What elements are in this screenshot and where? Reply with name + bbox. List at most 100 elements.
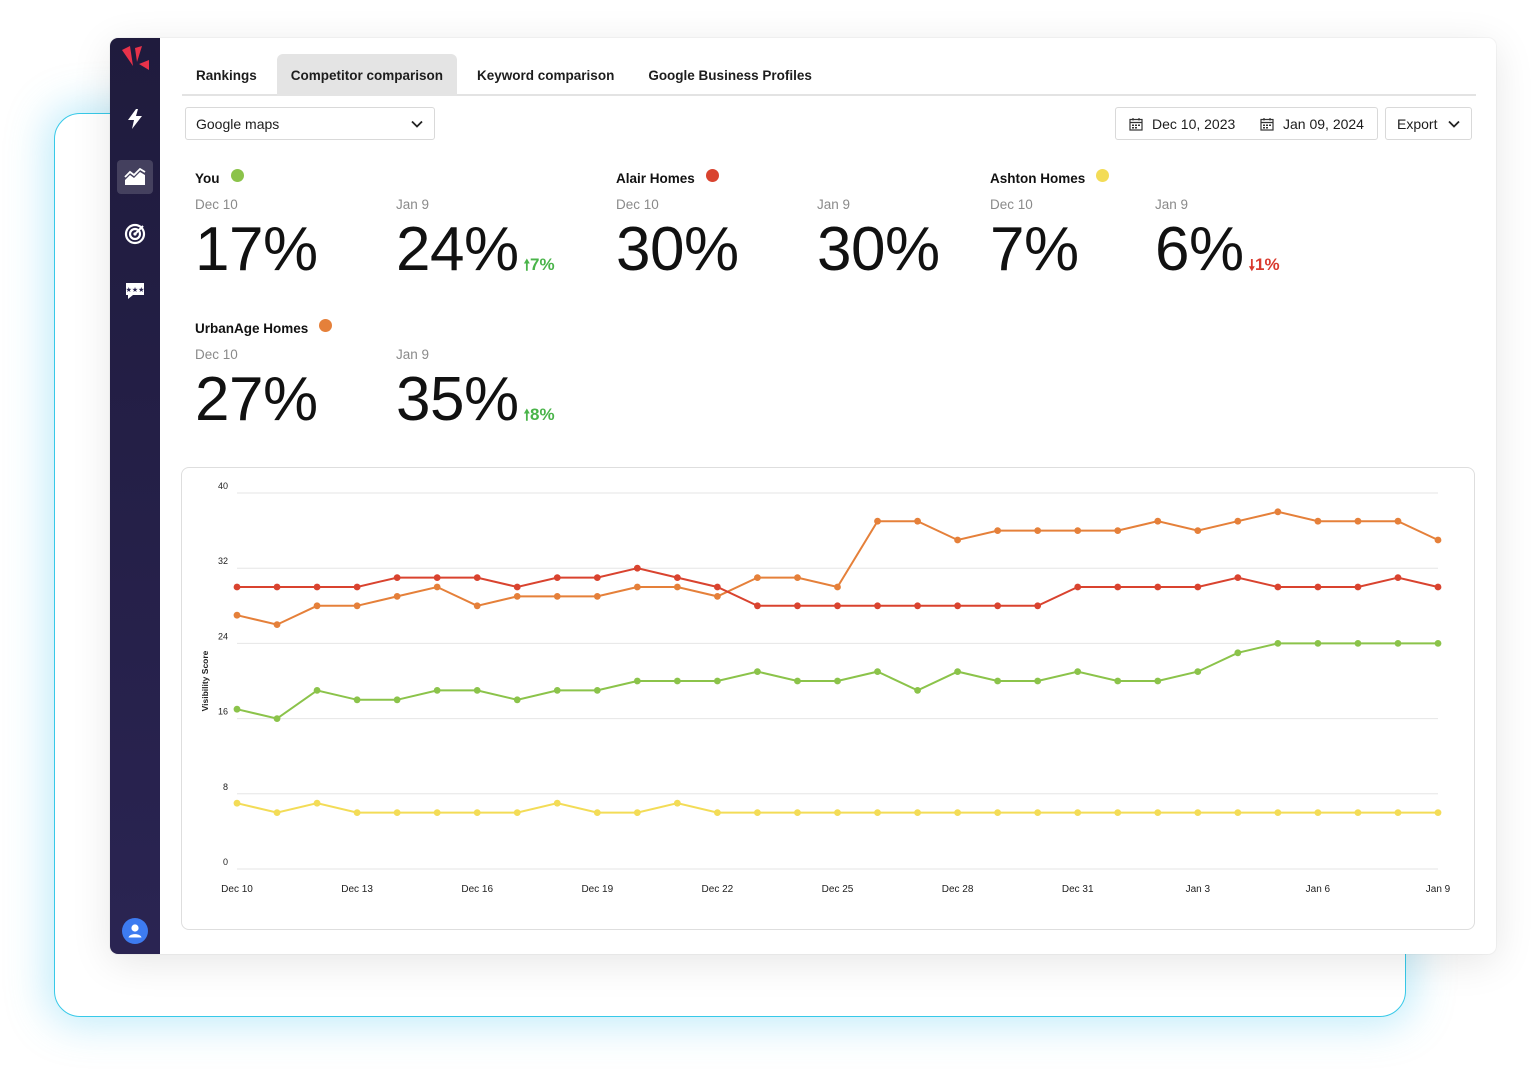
data-point — [673, 799, 681, 807]
start-date-label: Dec 10 — [195, 347, 238, 362]
sidebar: ★★★ — [110, 38, 160, 954]
start-date-button[interactable]: Dec 10, 2023 — [1116, 108, 1247, 139]
competitor-name: UrbanAge Homes — [195, 320, 309, 336]
data-point — [233, 583, 241, 591]
end-value: 30% — [817, 215, 940, 284]
data-point — [593, 574, 601, 581]
data-point — [1354, 640, 1362, 647]
x-tick-label: Dec 25 — [822, 884, 854, 895]
competitor-name: You — [195, 170, 220, 186]
data-point — [1154, 809, 1162, 816]
x-tick-label: Jan 9 — [1426, 884, 1451, 895]
svg-text:★★★: ★★★ — [126, 286, 145, 294]
data-point — [954, 809, 961, 816]
data-point — [1354, 517, 1362, 525]
tab-google-business-profiles[interactable]: Google Business Profiles — [648, 67, 812, 83]
start-date-label: Dec 10 — [990, 197, 1033, 212]
y-tick-label: 32 — [218, 556, 228, 566]
data-point — [673, 574, 681, 581]
data-point — [393, 809, 401, 816]
review-icon[interactable]: ★★★ — [117, 274, 153, 308]
data-point — [1034, 677, 1042, 685]
data-point — [633, 809, 641, 816]
end-value: 6% — [1155, 215, 1244, 284]
end-date-label: Jan 9 — [396, 347, 430, 362]
competitor-card-alair-homes: Alair Homes Dec 10 30% Jan 9 30% — [616, 169, 976, 284]
data-point — [473, 574, 481, 581]
competitor-name: Alair Homes — [616, 170, 695, 186]
tab-competitor-comparison[interactable]: Competitor comparison — [276, 54, 458, 96]
source-dropdown[interactable]: Google maps — [185, 107, 435, 140]
data-point — [433, 687, 441, 694]
app-window: ★★★ Rankings Competitor comparison Keywo… — [110, 38, 1496, 954]
data-point — [914, 809, 921, 816]
data-point — [834, 677, 841, 685]
visibility-chart-card: 0 8 16 24 32 40 Dec 10 Dec 13 Dec 16 Dec 19 Dec 22… — [181, 467, 1475, 930]
start-value: 7% — [990, 215, 1079, 284]
data-point — [433, 583, 441, 591]
data-point — [794, 574, 801, 581]
data-point — [914, 517, 921, 525]
data-point — [1314, 809, 1322, 816]
end-date-label: Jan 9 — [396, 197, 430, 212]
data-point — [954, 536, 961, 544]
data-point — [313, 583, 321, 591]
tab-keyword-comparison[interactable]: Keyword comparison — [477, 67, 615, 83]
tab-rankings[interactable]: Rankings — [196, 67, 257, 83]
data-point — [1114, 527, 1122, 534]
legend-dot — [705, 169, 719, 182]
legend-dot — [1096, 169, 1110, 182]
data-point — [393, 593, 401, 600]
data-point — [393, 574, 401, 581]
data-point — [1274, 508, 1282, 516]
end-value: 35% — [396, 365, 519, 434]
data-point — [954, 668, 961, 675]
arrow-down-icon: 🠗 — [1248, 256, 1256, 274]
end-date-button[interactable]: Jan 09, 2024 — [1247, 108, 1364, 139]
data-point — [874, 602, 881, 610]
data-point — [233, 611, 241, 619]
x-tick-label: Dec 28 — [942, 884, 974, 895]
data-point — [593, 687, 601, 694]
data-point — [1074, 527, 1082, 534]
data-point — [233, 799, 241, 807]
data-point — [593, 593, 601, 600]
data-point — [834, 809, 841, 816]
y-tick-label: 40 — [218, 481, 228, 491]
legend-dot — [319, 319, 333, 332]
data-point — [754, 809, 761, 816]
export-label: Export — [1397, 115, 1438, 132]
competitor-card-urbanage-homes: UrbanAge Homes Dec 10 27% Jan 9 35% 🠕8% — [195, 319, 595, 434]
date-range-picker: Dec 10, 2023 Jan 09, 2024 — [1115, 107, 1378, 140]
tab-bar: Rankings Competitor comparison Keyword c… — [182, 54, 1476, 96]
chevron-down-icon — [411, 120, 423, 128]
data-point — [1274, 583, 1282, 591]
chevron-down-icon — [1448, 120, 1460, 128]
data-point — [1234, 574, 1242, 581]
data-point — [1074, 809, 1082, 816]
x-tick-label: Jan 6 — [1306, 884, 1331, 895]
logo-icon[interactable] — [117, 44, 153, 78]
competitor-card-ashton-homes: Ashton Homes Dec 10 7% Jan 9 6% 🠗1% — [990, 169, 1330, 284]
user-icon[interactable] — [117, 914, 153, 948]
main-content: Rankings Competitor comparison Keyword c… — [160, 38, 1496, 954]
lightning-icon[interactable] — [117, 102, 153, 136]
data-point — [714, 677, 721, 685]
data-point — [874, 668, 881, 675]
data-point — [553, 593, 561, 600]
x-tick-label: Dec 13 — [341, 884, 373, 895]
arrow-up-icon: 🠕 — [523, 256, 531, 274]
data-point — [754, 668, 761, 675]
x-tick-label: Dec 16 — [461, 884, 493, 895]
start-value: 27% — [195, 365, 318, 434]
data-point — [273, 583, 281, 591]
data-point — [393, 696, 401, 704]
data-point — [1314, 583, 1322, 591]
delta-badge: 🠗1% — [1248, 255, 1280, 274]
chart-icon[interactable] — [117, 160, 153, 194]
data-point — [1114, 583, 1122, 591]
data-point — [1194, 809, 1202, 816]
data-point — [593, 809, 601, 816]
export-button[interactable]: Export — [1385, 107, 1472, 140]
target-icon[interactable] — [117, 217, 153, 251]
